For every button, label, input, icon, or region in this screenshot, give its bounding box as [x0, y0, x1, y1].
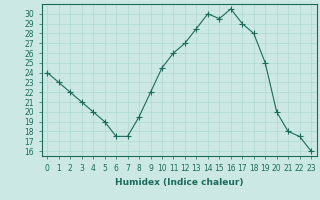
- X-axis label: Humidex (Indice chaleur): Humidex (Indice chaleur): [115, 178, 244, 187]
